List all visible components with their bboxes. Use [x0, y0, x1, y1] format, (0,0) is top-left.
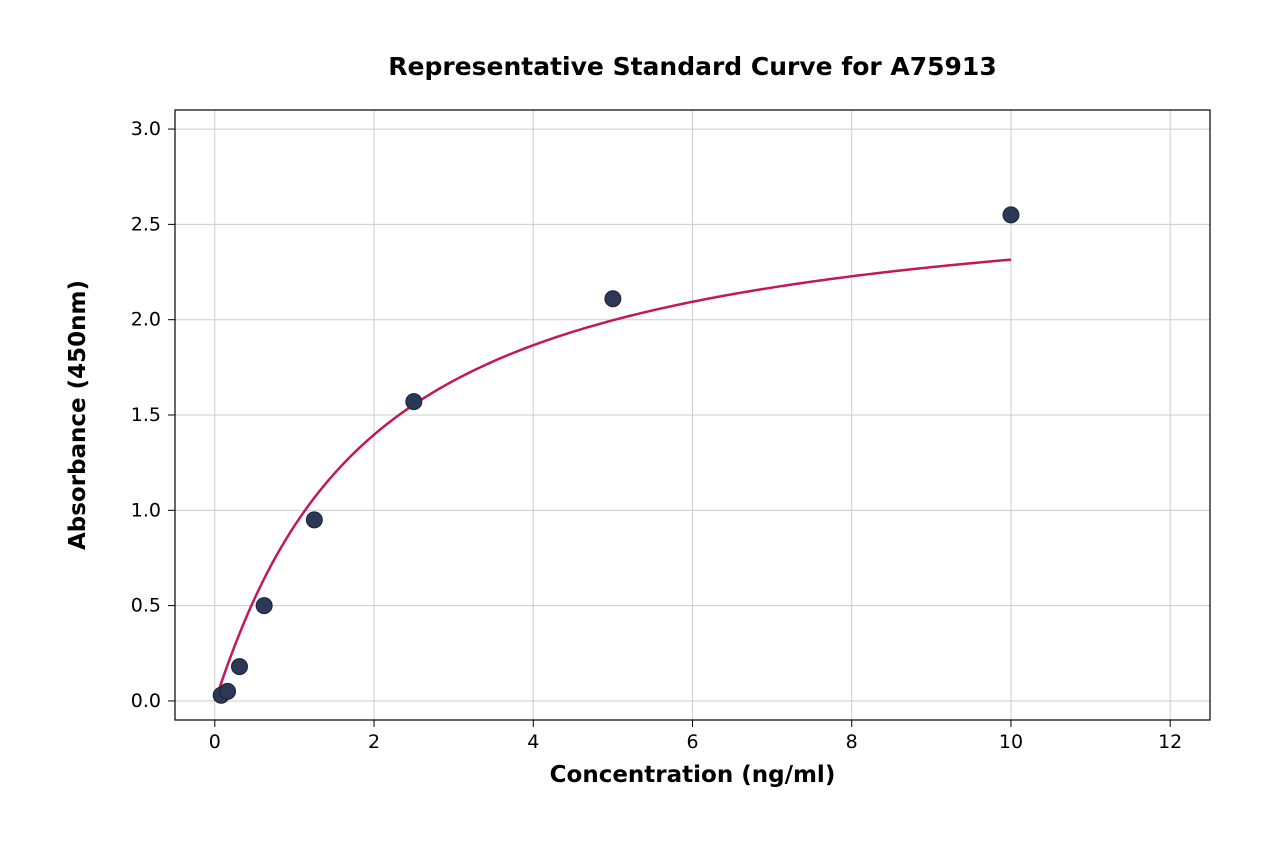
x-axis-label: Concentration (ng/ml)	[550, 762, 836, 788]
y-tick-label: 0.5	[131, 595, 161, 617]
y-tick-label: 1.5	[131, 404, 161, 426]
y-tick-label: 1.0	[131, 499, 161, 521]
y-tick-label: 3.0	[131, 118, 161, 140]
data-point	[1003, 207, 1019, 223]
x-tick-label: 6	[686, 731, 698, 753]
data-point	[406, 394, 422, 410]
data-point	[256, 598, 272, 614]
y-tick-label: 0.0	[131, 690, 161, 712]
data-point	[306, 512, 322, 528]
y-tick-label: 2.5	[131, 213, 161, 235]
x-tick-label: 8	[846, 731, 858, 753]
x-tick-label: 4	[527, 731, 539, 753]
x-tick-label: 10	[999, 731, 1023, 753]
x-tick-label: 0	[209, 731, 221, 753]
x-tick-label: 12	[1158, 731, 1182, 753]
x-tick-label: 2	[368, 731, 380, 753]
y-tick-label: 2.0	[131, 309, 161, 331]
fit-curve	[215, 260, 1011, 701]
chart-container: 0 2 4 6 8 10 12 0.0 0.5 1.0 1.5 2.0 2.5 3.0 Concentrat…	[0, 0, 1280, 845]
data-point	[231, 659, 247, 675]
y-axis-label: Absorbance (450nm)	[65, 280, 91, 550]
data-point	[605, 291, 621, 307]
chart-title: Representative Standard Curve for A75913	[388, 52, 996, 81]
data-point	[220, 683, 236, 699]
chart-svg: 0 2 4 6 8 10 12 0.0 0.5 1.0 1.5 2.0 2.5 3.0 Concentrat…	[0, 0, 1280, 845]
